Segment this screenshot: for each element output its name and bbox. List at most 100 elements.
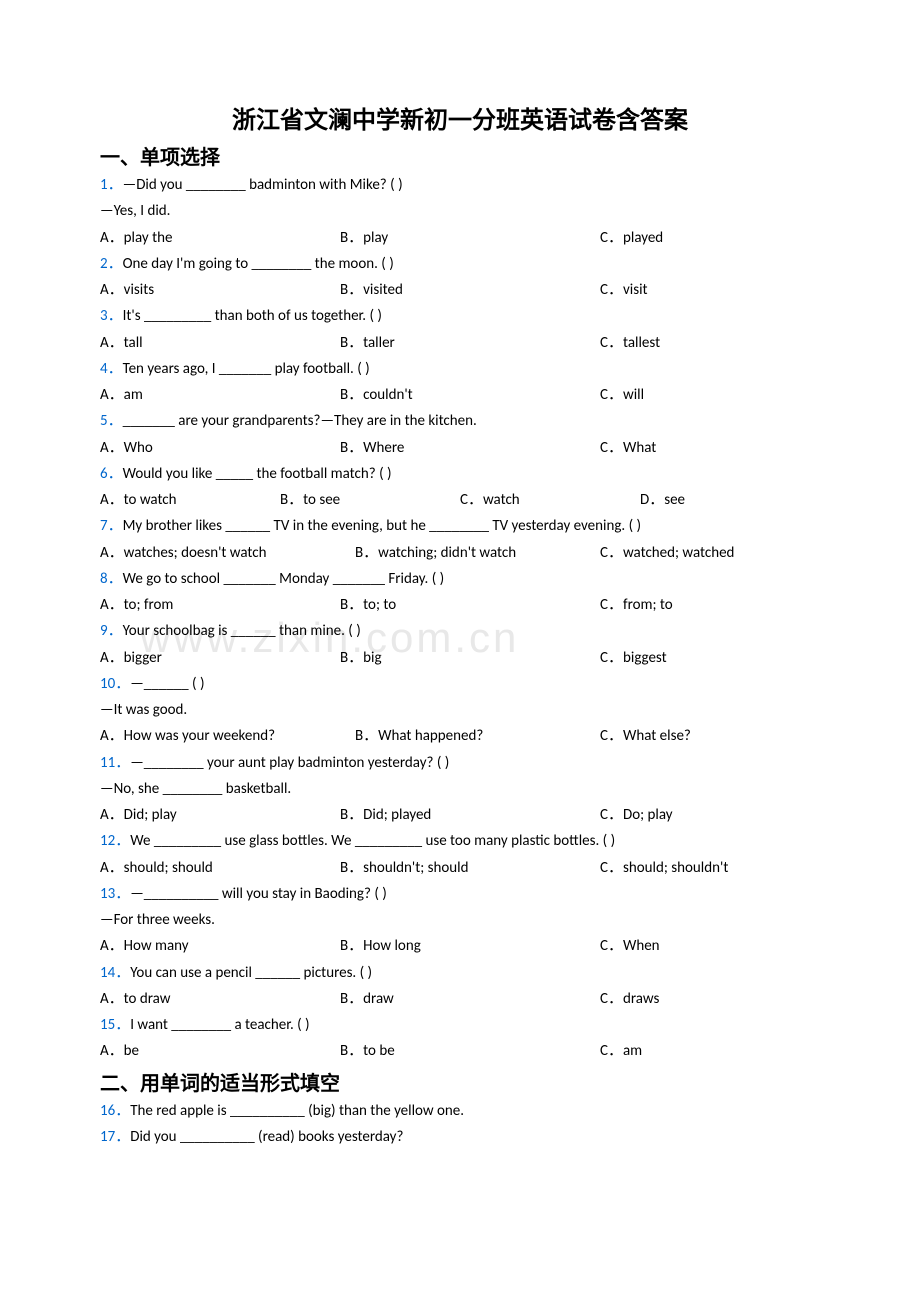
q6-num: 6．: [100, 465, 123, 483]
q6-text: Would you like _____ the football match?…: [123, 465, 392, 483]
q17-text: Did you __________ (read) books yesterda…: [130, 1128, 403, 1146]
q1-options: A．play the B．play C．played: [100, 225, 820, 251]
q12-text: We _________ use glass bottles. We _____…: [130, 832, 615, 850]
q7-line: 7．My brother likes ______ TV in the even…: [100, 513, 820, 539]
q11-text: —________ your aunt play badminton yeste…: [130, 754, 449, 772]
q11-line1: 11．—________ your aunt play badminton ye…: [100, 750, 820, 776]
q8-opt-a: A．to; from: [100, 592, 340, 618]
q5-options: A．Who B．Where C．What: [100, 435, 820, 461]
q3-opt-a: A．tall: [100, 330, 340, 356]
q7-opt-c: C．watched; watched: [600, 540, 800, 566]
q12-opt-c: C．should; shouldn't: [600, 855, 800, 881]
q13-text: —__________ will you stay in Baoding? ( …: [130, 885, 387, 903]
q14-opt-c: C．draws: [600, 986, 800, 1012]
q11-opt-c: C．Do; play: [600, 802, 800, 828]
q4-opt-a: A．am: [100, 382, 340, 408]
q8-opt-c: C．from; to: [600, 592, 800, 618]
q9-num: 9．: [100, 622, 123, 640]
q12-options: A．should; should B．shouldn't; should C．s…: [100, 855, 820, 881]
q2-text: One day I'm going to ________ the moon. …: [123, 255, 394, 273]
q9-opt-a: A．bigger: [100, 645, 340, 671]
q16-text: The red apple is __________ (big) than t…: [130, 1102, 464, 1120]
q10-text: —______ ( ): [130, 675, 204, 693]
q8-opt-b: B．to; to: [340, 592, 600, 618]
q10-opt-c: C．What else?: [600, 723, 800, 749]
q4-text: Ten years ago, I _______ play football. …: [123, 360, 370, 378]
q13-line1: 13．—__________ will you stay in Baoding?…: [100, 881, 820, 907]
q6-opt-a: A．to watch: [100, 487, 280, 513]
q9-opt-b: B．big: [340, 645, 600, 671]
q8-num: 8．: [100, 570, 123, 588]
q1-line1: 1．—Did you ________ badminton with Mike?…: [100, 172, 820, 198]
q9-text: Your schoolbag is ______ than mine. ( ): [123, 622, 361, 640]
q14-text: You can use a pencil ______ pictures. ( …: [130, 964, 372, 982]
q4-opt-c: C．will: [600, 382, 800, 408]
q15-opt-c: C．am: [600, 1038, 800, 1064]
q1-opt-c: C．played: [600, 225, 800, 251]
q2-opt-c: C．visit: [600, 277, 800, 303]
q8-options: A．to; from B．to; to C．from; to: [100, 592, 820, 618]
q3-text: It's _________ than both of us together.…: [123, 307, 382, 325]
section-2-heading: 二、用单词的适当形式填空: [100, 1067, 820, 1096]
q7-options: A．watches; doesn't watch B．watching; did…: [100, 540, 820, 566]
q3-line: 3．It's _________ than both of us togethe…: [100, 303, 820, 329]
q11-options: A．Did; play B．Did; played C．Do; play: [100, 802, 820, 828]
q3-options: A．tall B．taller C．tallest: [100, 330, 820, 356]
q14-line: 14．You can use a pencil ______ pictures.…: [100, 960, 820, 986]
q15-line: 15．I want ________ a teacher. ( ): [100, 1012, 820, 1038]
q13-options: A．How many B．How long C．When: [100, 933, 820, 959]
q3-num: 3．: [100, 307, 123, 325]
q15-num: 15．: [100, 1016, 130, 1034]
q5-text: _______ are your grandparents?—They are …: [123, 412, 477, 430]
q15-text: I want ________ a teacher. ( ): [130, 1016, 309, 1034]
q10-opt-a: A．How was your weekend?: [100, 723, 355, 749]
q11-line2: —No, she ________ basketball.: [100, 776, 820, 802]
q2-options: A．visits B．visited C．visit: [100, 277, 820, 303]
q13-opt-b: B．How long: [340, 933, 600, 959]
q1-text: —Did you ________ badminton with Mike? (…: [123, 176, 403, 194]
q14-opt-b: B．draw: [340, 986, 600, 1012]
q2-opt-b: B．visited: [340, 277, 600, 303]
q9-options: A．bigger B．big C．biggest: [100, 645, 820, 671]
q13-opt-c: C．When: [600, 933, 800, 959]
q4-opt-b: B．couldn't: [340, 382, 600, 408]
q7-num: 7．: [100, 517, 123, 535]
q9-line: 9．Your schoolbag is ______ than mine. ( …: [100, 618, 820, 644]
q2-opt-a: A．visits: [100, 277, 340, 303]
q5-opt-b: B．Where: [340, 435, 600, 461]
q17-num: 17．: [100, 1128, 130, 1146]
q14-num: 14．: [100, 964, 130, 982]
q16-num: 16．: [100, 1102, 130, 1120]
q17-line: 17．Did you __________ (read) books yeste…: [100, 1124, 820, 1150]
q10-num: 10．: [100, 675, 130, 693]
q15-opt-a: A．be: [100, 1038, 340, 1064]
q3-opt-c: C．tallest: [600, 330, 800, 356]
section-1-heading: 一、单项选择: [100, 141, 820, 170]
q10-line2: —It was good.: [100, 697, 820, 723]
q14-options: A．to draw B．draw C．draws: [100, 986, 820, 1012]
q11-opt-a: A．Did; play: [100, 802, 340, 828]
q4-num: 4．: [100, 360, 123, 378]
q1-num: 1．: [100, 176, 123, 194]
q13-line2: —For three weeks.: [100, 907, 820, 933]
q12-opt-b: B．shouldn't; should: [340, 855, 600, 881]
q12-num: 12．: [100, 832, 130, 850]
q7-opt-a: A．watches; doesn't watch: [100, 540, 355, 566]
q5-num: 5．: [100, 412, 123, 430]
q3-opt-b: B．taller: [340, 330, 600, 356]
q4-line: 4．Ten years ago, I _______ play football…: [100, 356, 820, 382]
q9-opt-c: C．biggest: [600, 645, 800, 671]
q6-opt-d: D．see: [640, 487, 800, 513]
q7-opt-b: B．watching; didn't watch: [355, 540, 600, 566]
q5-opt-a: A．Who: [100, 435, 340, 461]
q2-line: 2．One day I'm going to ________ the moon…: [100, 251, 820, 277]
q7-text: My brother likes ______ TV in the evenin…: [123, 517, 641, 535]
q13-opt-a: A．How many: [100, 933, 340, 959]
q14-opt-a: A．to draw: [100, 986, 340, 1012]
q6-opt-c: C．watch: [460, 487, 640, 513]
q12-line: 12．We _________ use glass bottles. We __…: [100, 828, 820, 854]
q15-options: A．be B．to be C．am: [100, 1038, 820, 1064]
q6-options: A．to watch B．to see C．watch D．see: [100, 487, 820, 513]
q6-line: 6．Would you like _____ the football matc…: [100, 461, 820, 487]
q10-opt-b: B．What happened?: [355, 723, 600, 749]
